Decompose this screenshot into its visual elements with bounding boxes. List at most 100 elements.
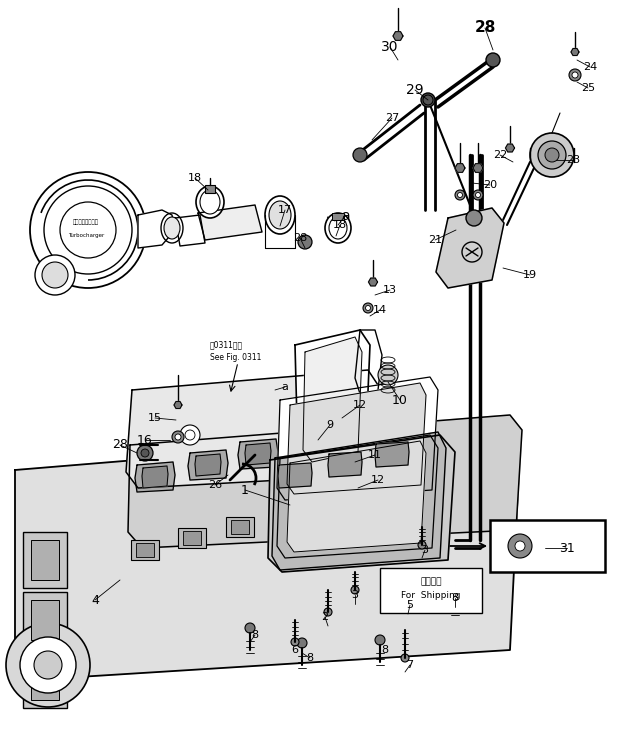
Circle shape — [530, 133, 574, 177]
Text: 30: 30 — [381, 40, 399, 54]
Polygon shape — [505, 144, 515, 152]
Polygon shape — [297, 432, 323, 454]
Bar — [332, 213, 344, 220]
Circle shape — [245, 623, 255, 633]
Text: 2: 2 — [321, 612, 329, 622]
Text: 31: 31 — [559, 542, 575, 554]
Text: 5: 5 — [407, 600, 414, 610]
Bar — [281, 510, 299, 524]
Text: 12: 12 — [353, 400, 367, 410]
Text: 8: 8 — [252, 630, 259, 640]
Circle shape — [137, 445, 153, 461]
Circle shape — [60, 202, 116, 258]
Circle shape — [305, 415, 315, 425]
Circle shape — [180, 425, 200, 445]
Circle shape — [450, 585, 460, 595]
Polygon shape — [328, 452, 362, 477]
Polygon shape — [393, 31, 403, 40]
Ellipse shape — [265, 196, 295, 234]
Text: Turbocharger: Turbocharger — [68, 233, 104, 239]
Text: 12: 12 — [371, 475, 385, 485]
Circle shape — [378, 365, 398, 385]
Bar — [31, 540, 59, 580]
Circle shape — [20, 637, 76, 693]
Polygon shape — [338, 417, 378, 447]
Circle shape — [418, 541, 426, 549]
Polygon shape — [277, 377, 438, 500]
Circle shape — [458, 192, 463, 198]
Circle shape — [30, 172, 146, 288]
Text: 28: 28 — [112, 439, 128, 451]
Text: 21: 21 — [428, 235, 442, 245]
Circle shape — [466, 210, 482, 226]
Circle shape — [473, 190, 483, 200]
Text: 11: 11 — [368, 450, 382, 460]
Polygon shape — [355, 330, 382, 400]
Circle shape — [324, 608, 332, 616]
Polygon shape — [188, 450, 228, 480]
Polygon shape — [198, 205, 262, 240]
Text: 27: 27 — [385, 113, 399, 123]
Ellipse shape — [329, 217, 347, 239]
Circle shape — [172, 431, 184, 443]
Circle shape — [351, 586, 359, 594]
Circle shape — [185, 430, 195, 440]
Polygon shape — [295, 330, 370, 475]
Polygon shape — [138, 210, 175, 248]
Bar — [131, 540, 159, 560]
Text: 図0311参照: 図0311参照 — [210, 340, 243, 349]
Text: 13: 13 — [383, 285, 397, 295]
Bar — [23, 532, 67, 588]
Bar — [178, 528, 206, 548]
Bar — [31, 600, 59, 640]
Text: 9: 9 — [327, 420, 334, 430]
Circle shape — [421, 93, 435, 107]
Text: 1: 1 — [241, 483, 249, 497]
Polygon shape — [277, 435, 438, 558]
Ellipse shape — [200, 190, 220, 214]
Bar — [226, 517, 254, 537]
Text: 8: 8 — [451, 593, 459, 603]
Text: See Fig. 0311: See Fig. 0311 — [210, 354, 262, 363]
Text: 25: 25 — [581, 83, 595, 93]
Text: For  Shipping: For Shipping — [401, 592, 461, 601]
Text: a: a — [340, 209, 349, 223]
Ellipse shape — [161, 213, 183, 243]
Ellipse shape — [164, 217, 180, 239]
Circle shape — [569, 69, 581, 81]
Ellipse shape — [325, 213, 351, 243]
Polygon shape — [287, 441, 426, 552]
Text: 26: 26 — [208, 480, 222, 490]
Circle shape — [486, 53, 500, 67]
Polygon shape — [174, 401, 182, 409]
Text: 3: 3 — [352, 590, 358, 600]
Text: 24: 24 — [583, 62, 597, 72]
Circle shape — [476, 192, 480, 198]
Polygon shape — [287, 383, 426, 494]
Text: 15: 15 — [148, 413, 162, 423]
Polygon shape — [375, 442, 409, 467]
Polygon shape — [278, 463, 312, 488]
Polygon shape — [392, 411, 418, 433]
Text: 4: 4 — [91, 594, 99, 606]
Text: 20: 20 — [483, 180, 497, 190]
Bar — [31, 660, 59, 700]
Bar — [374, 490, 392, 504]
Bar — [369, 487, 397, 507]
Polygon shape — [455, 163, 465, 172]
Text: a: a — [281, 382, 288, 392]
Bar — [183, 531, 201, 545]
Ellipse shape — [269, 201, 291, 229]
Circle shape — [291, 638, 299, 646]
Circle shape — [401, 654, 409, 662]
Text: 6: 6 — [291, 645, 298, 655]
Circle shape — [35, 255, 75, 295]
Polygon shape — [175, 215, 205, 246]
Bar — [205, 185, 215, 193]
Bar — [23, 592, 67, 648]
Text: 16: 16 — [137, 433, 153, 447]
Circle shape — [141, 449, 149, 457]
Circle shape — [300, 410, 320, 430]
Circle shape — [298, 235, 312, 249]
Text: ターボチャージャ: ターボチャージャ — [73, 219, 99, 225]
